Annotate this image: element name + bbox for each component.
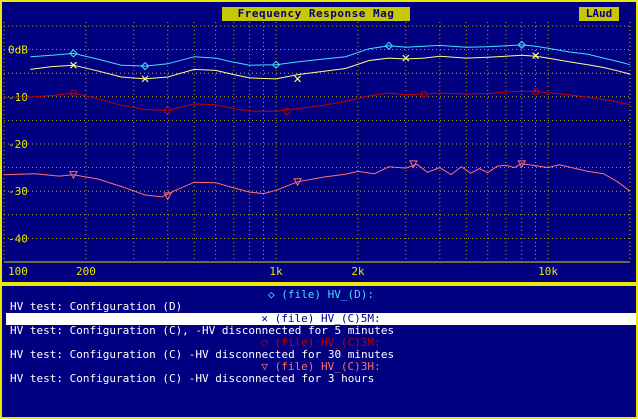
x-tick-label: 10k	[538, 265, 558, 278]
x-marker-icon: ✕	[261, 312, 269, 325]
legend-series-description: HV test: Configuration (C) -HV disconnec…	[10, 348, 395, 361]
circle-marker-icon: ○	[261, 336, 269, 349]
series-marker-diamond	[384, 41, 394, 51]
series-line	[3, 163, 631, 198]
legend-series-label: (file) HV_(C)3H:	[274, 360, 381, 373]
y-tick-label: -20	[8, 138, 28, 151]
series-marker-circle	[532, 88, 540, 96]
series-marker-circle	[283, 107, 291, 115]
series-line	[30, 44, 631, 67]
legend-series-label: (file) HV_(D):	[281, 288, 374, 301]
series-marker-triangle	[69, 171, 78, 180]
legend-series-header: ○ (file) HV_(C)3M:	[6, 337, 636, 349]
y-tick-label: -30	[8, 185, 28, 198]
series-marker-circle	[164, 106, 172, 114]
series-marker-triangle	[293, 178, 302, 187]
series-marker-x	[294, 75, 302, 83]
legend-series-label: (file) HV_(C)5M:	[274, 312, 381, 325]
series-marker-circle	[420, 90, 428, 98]
series-marker-x	[141, 75, 149, 83]
x-tick-label: 2k	[351, 265, 365, 278]
series-marker-triangle	[409, 160, 418, 169]
series-marker-x	[402, 54, 410, 62]
series-marker-x	[532, 52, 540, 60]
legend-series-description: HV test: Configuration (C), -HV disconne…	[10, 324, 395, 337]
series-marker-triangle	[163, 192, 173, 201]
app-badge[interactable]: LAud	[579, 7, 619, 21]
series-line	[30, 54, 631, 80]
series-marker-diamond	[517, 40, 526, 50]
series-marker-diamond	[69, 49, 78, 58]
triangle-marker-icon: ▽	[261, 360, 269, 373]
legend-series-label: (file) HV_(C)3M:	[274, 336, 381, 349]
legend-panel: ◇ (file) HV_(D): HV test: Configuration …	[0, 284, 638, 419]
plot-frame	[0, 0, 638, 284]
diamond-marker-icon: ◇	[268, 288, 275, 301]
legend-series-header-selected: ✕ (file) HV_(C)5M:	[6, 313, 636, 325]
chart-title: Frequency Response Mag	[222, 7, 410, 21]
x-tick-label: 1k	[269, 265, 283, 278]
series-line	[3, 90, 631, 112]
series-marker-diamond	[271, 60, 281, 69]
legend-series-description: HV test: Configuration (C) -HV disconnec…	[10, 372, 375, 385]
y-tick-label: -40	[8, 232, 28, 245]
legend-series-header: ◇ (file) HV_(D):	[6, 289, 636, 301]
series-marker-triangle	[517, 160, 527, 169]
legend-series-description: HV test: Configuration (D)	[10, 300, 183, 313]
series-marker-diamond	[140, 61, 150, 71]
y-tick-label: 0dB	[8, 44, 28, 57]
x-tick-label: 100	[8, 265, 28, 278]
series-marker-circle	[69, 89, 77, 97]
x-tick-label: 200	[76, 265, 96, 278]
series-marker-x	[70, 61, 77, 69]
legend-series-header: ▽ (file) HV_(C)3H:	[6, 361, 636, 373]
